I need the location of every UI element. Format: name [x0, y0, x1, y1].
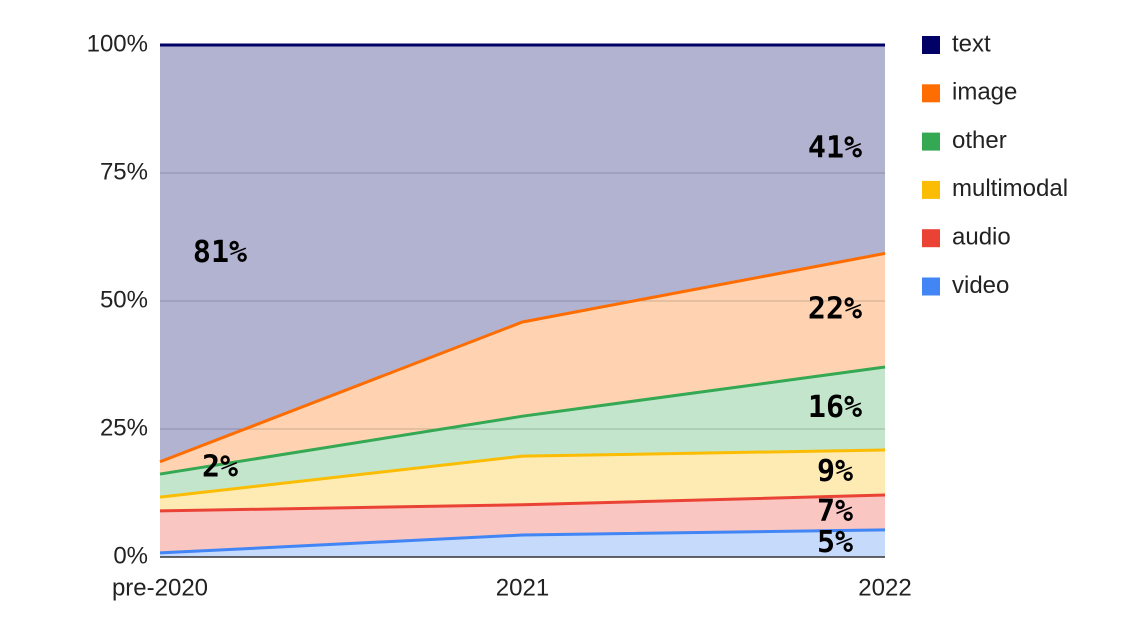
series-line	[159, 251, 886, 464]
y-tick-label: 50%	[100, 286, 148, 313]
y-tick-label: 25%	[100, 414, 148, 441]
legend-label: video	[952, 272, 1009, 299]
x-tick-label: pre-2020	[112, 574, 208, 601]
series-line	[159, 365, 886, 476]
y-tick-label: 75%	[100, 158, 148, 185]
legend-swatch	[922, 84, 940, 103]
series-line	[159, 528, 886, 555]
value-label: 16%	[808, 390, 862, 425]
area	[160, 367, 885, 498]
legend-swatch	[922, 229, 940, 248]
area	[160, 449, 885, 511]
area	[160, 529, 885, 557]
y-tick-label: 0%	[113, 542, 148, 569]
x-tick-label: 2022	[858, 574, 911, 601]
value-label: 81%	[193, 235, 247, 270]
series-line	[159, 493, 886, 513]
legend-label: other	[952, 127, 1007, 154]
series-line	[159, 448, 886, 499]
area	[160, 45, 885, 462]
legend-label: image	[952, 79, 1017, 106]
value-label: 5%	[817, 525, 853, 560]
legend-swatch	[922, 36, 940, 54]
x-tick-label: 2021	[496, 574, 549, 601]
legend-swatch	[922, 277, 940, 296]
y-tick-label: 100%	[87, 30, 148, 57]
legend-label: text	[952, 30, 991, 57]
legend-swatch	[922, 180, 940, 199]
area	[160, 495, 885, 553]
value-label: 9%	[817, 454, 853, 489]
value-label: 2%	[202, 449, 238, 484]
legend-swatch	[922, 132, 940, 151]
area	[160, 253, 885, 475]
value-label: 7%	[817, 494, 853, 529]
legend-label: multimodal	[952, 175, 1068, 202]
value-label: 41%	[808, 131, 862, 166]
legend-label: audio	[952, 224, 1011, 251]
value-label: 22%	[808, 292, 862, 327]
